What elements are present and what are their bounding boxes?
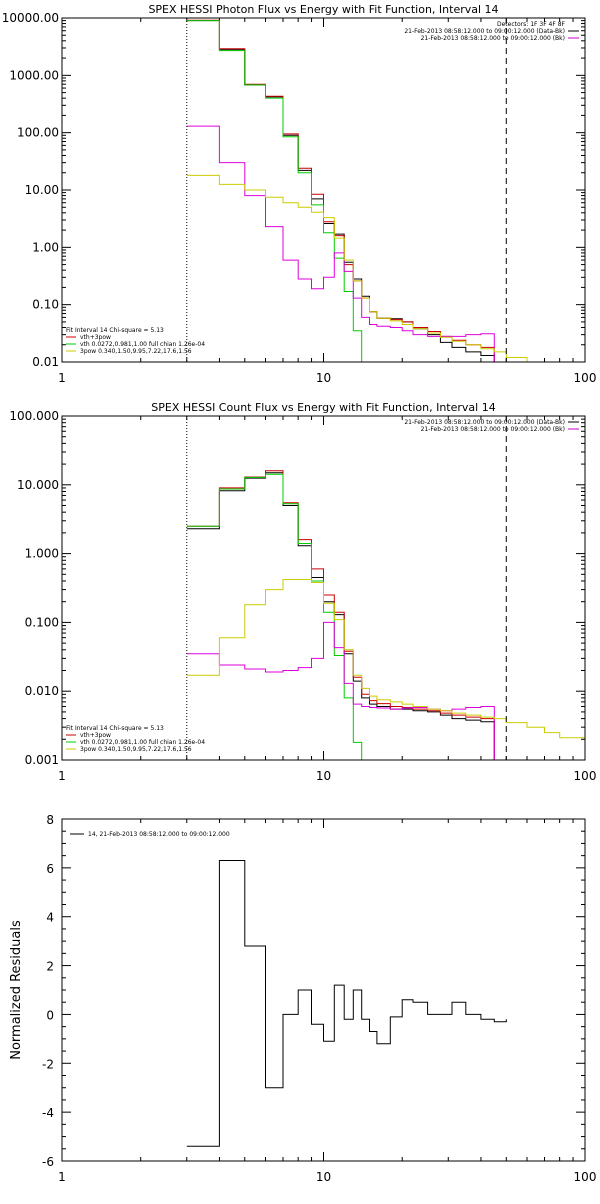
plot-frame (61, 818, 586, 1162)
fit-text: 3pow 0.340,1.50,9.95,7.22,17.6,1.56 (80, 746, 192, 753)
x-tick-label: 100 (574, 371, 597, 385)
y-axis: 0.01 0.10 1.00 10.00 100.00 1000.00 10000.00 (2, 11, 585, 369)
series-4-line (186, 621, 495, 760)
x-tick-label: 100 (574, 769, 597, 783)
fit-text: vth+3pow (80, 334, 111, 341)
x-tick-label: 10 (316, 1170, 331, 1184)
y-axis: 0.001 0.010 0.100 1.000 10.000 100.000 (9, 409, 585, 767)
series-5-line (186, 174, 545, 362)
plot-area (186, 860, 507, 1147)
y-tick-label: -2 (42, 1057, 54, 1071)
y-tick-label: 10000.00 (2, 11, 59, 25)
x-axis: 1 10 100 (58, 819, 596, 1184)
series-5-line (186, 579, 585, 739)
y-tick-label: 4 (46, 911, 54, 925)
plot-area (186, 19, 545, 362)
x-axis: 1 10 100 (58, 18, 596, 385)
y-tick-label: 10.000 (17, 478, 59, 492)
fit-text: 3pow 0.340,1.50,9.95,7.22,17.6,1.56 (80, 348, 192, 355)
chart-title: SPEX HESSI Photon Flux vs Energy with Fi… (148, 3, 498, 16)
y-tick-label: 2 (46, 960, 54, 974)
plot-area (186, 470, 585, 760)
series-2-line (186, 470, 495, 760)
y-tick-label: 0.100 (25, 615, 59, 629)
fit-text: vth+3pow (80, 732, 111, 739)
y-tick-label: 0.10 (32, 298, 59, 312)
y-tick-label: -6 (42, 1155, 54, 1169)
fit-text: Fit Interval 14 Chi-square = 5.13 (66, 725, 164, 732)
y-tick-label: 0.010 (25, 684, 59, 698)
x-tick-label: 1 (58, 1170, 66, 1184)
series-1-line (186, 860, 507, 1147)
chart-title: SPEX HESSI Count Flux vs Energy with Fit… (151, 401, 495, 414)
series-1-line (186, 20, 495, 362)
series-1-line (186, 472, 495, 760)
header-text: Detectors: 1F 3F 4F 8F (497, 21, 566, 28)
y-tick-label: 1000.00 (9, 68, 59, 82)
legend-text: 14, 21-Feb-2013 08:58:12.000 to 09:00:12… (88, 831, 230, 838)
y-tick-label: 0 (46, 1008, 54, 1022)
x-tick-label: 10 (316, 371, 331, 385)
y-tick-label: 100.000 (9, 409, 59, 423)
series-3-line (186, 20, 363, 362)
plot-frame (61, 17, 586, 363)
y-axis-label: Normalized Residuals (9, 920, 24, 1060)
y-tick-label: 0.001 (25, 753, 59, 767)
header-text: 21-Feb-2013 08:58:12.000 to 09:00:12.000… (421, 35, 565, 42)
x-tick-label: 10 (316, 769, 331, 783)
y-tick-label: 10.00 (25, 183, 59, 197)
fit-text: Fit Interval 14 Chi-square = 5.13 (66, 327, 164, 334)
chart-2: SPEX HESSI Count Flux vs Energy with Fit… (9, 401, 596, 783)
x-tick-label: 100 (574, 1170, 597, 1184)
y-axis: -6 -4 -2 0 2 4 6 8 (42, 813, 585, 1169)
y-tick-label: 8 (46, 813, 54, 827)
series-4-line (186, 125, 495, 362)
fit-text: vth 0.0272,0.981,1.00 full chian 1.26e-0… (80, 739, 205, 746)
y-tick-label: 1.00 (32, 240, 59, 254)
x-tick-label: 1 (58, 371, 66, 385)
header-text: 21-Feb-2013 08:58:12.000 to 09:00:12.000… (404, 419, 565, 426)
y-tick-label: 0.01 (32, 355, 59, 369)
series-3-line (186, 473, 363, 760)
header-text: 21-Feb-2013 08:58:12.000 to 09:00:12.000… (404, 28, 565, 35)
y-tick-label: 1.000 (25, 547, 59, 561)
y-tick-label: 6 (46, 862, 54, 876)
series-2-line (186, 19, 495, 362)
header-text: 21-Feb-2013 08:58:12.000 to 09:00:12.000… (421, 426, 565, 433)
y-tick-label: -4 (42, 1106, 54, 1120)
fit-text: vth 0.0272,0.981,1.00 full chian 1.26e-0… (80, 341, 205, 348)
x-tick-label: 1 (58, 769, 66, 783)
chart-3: 1 10 100 -6 -4 -2 0 2 4 6 8 Normalized Residuals 14,… (9, 813, 596, 1184)
y-tick-label: 100.00 (17, 126, 59, 140)
plot-frame (61, 415, 586, 761)
chart-1: SPEX HESSI Photon Flux vs Energy with Fi… (2, 3, 597, 385)
